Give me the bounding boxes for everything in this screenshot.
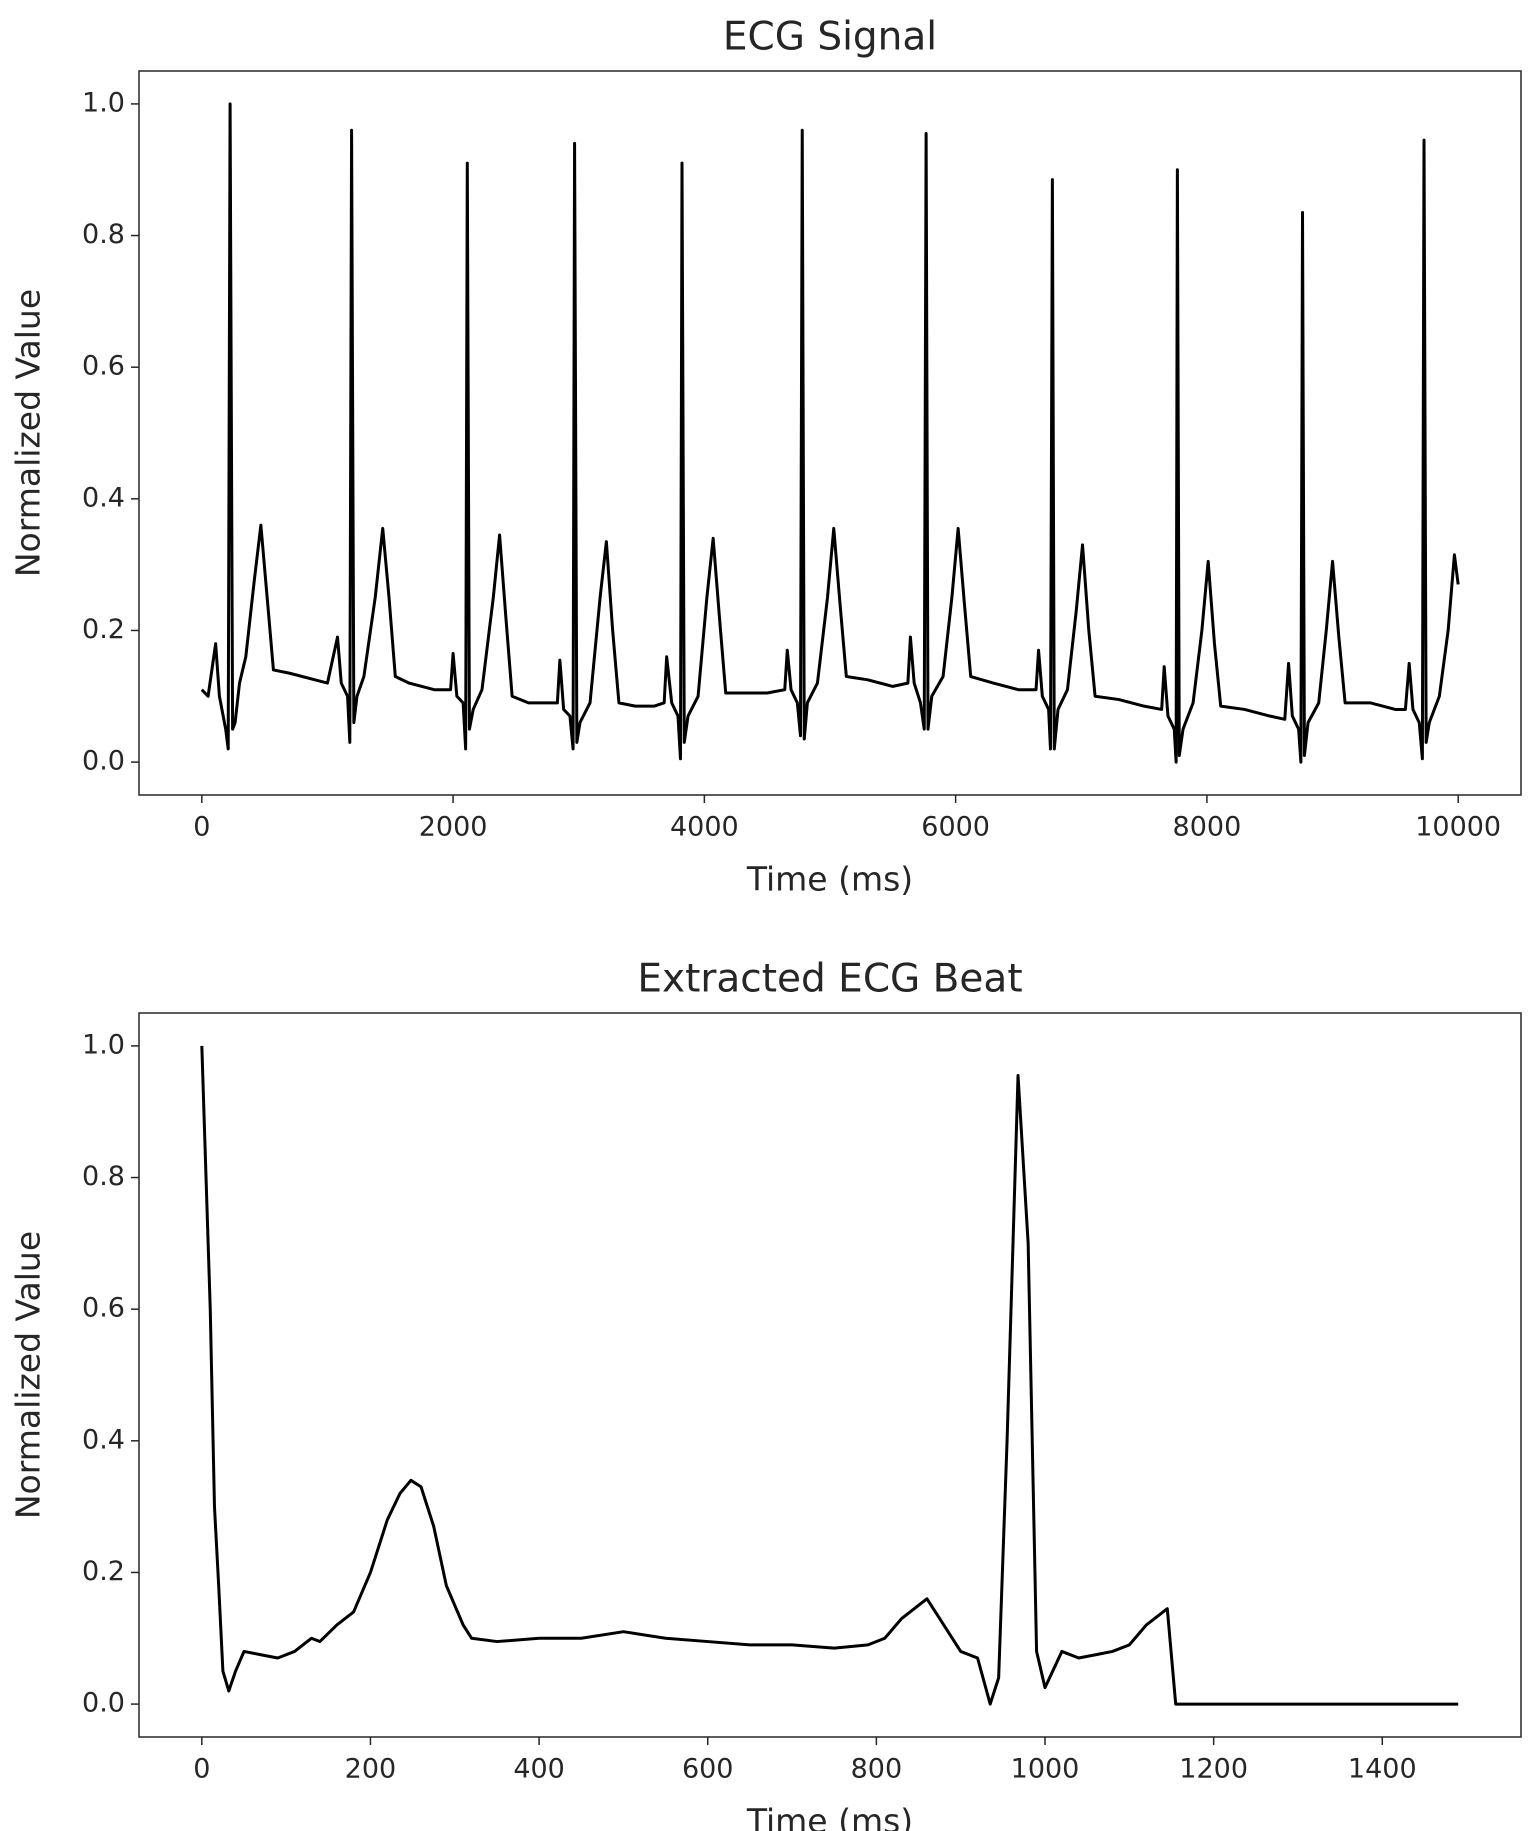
y-tick-label: 0.8 [82,1161,125,1192]
x-axis-label: Time (ms) [746,1802,913,1831]
x-tick-label: 0 [193,1754,210,1785]
x-tick-label: 800 [851,1754,903,1785]
y-tick-label: 0.6 [82,1293,125,1324]
chart-title: ECG Signal [723,15,937,60]
y-tick-label: 1.0 [82,87,125,118]
x-tick-label: 1000 [1011,1754,1080,1785]
x-tick-label: 2000 [419,812,488,843]
y-tick-label: 0.2 [82,1556,125,1587]
x-axis-label: Time (ms) [746,860,913,899]
y-tick-label: 0.2 [82,614,125,645]
y-tick-label: 0.6 [82,351,125,382]
x-tick-label: 200 [345,1754,397,1785]
x-tick-label: 1200 [1179,1754,1248,1785]
plot-frame [138,1012,1522,1738]
y-tick-label: 0.4 [82,1424,125,1455]
signal-line [200,102,1460,764]
x-tick-label: 8000 [1173,812,1242,843]
x-tick-label: 0 [193,812,210,843]
x-tick-label: 1400 [1348,1754,1417,1785]
x-tick-label: 4000 [670,812,739,843]
y-tick-label: 0.8 [82,219,125,250]
x-tick-label: 400 [513,1754,565,1785]
y-axis-label: Normalized Value [9,1231,48,1519]
chart-title: Extracted ECG Beat [637,957,1022,1002]
y-tick-label: 1.0 [82,1029,125,1060]
y-tick-label: 0.0 [82,746,125,777]
signal-line [200,1045,1459,1706]
y-tick-label: 0.4 [82,482,125,513]
y-tick-label: 0.0 [82,1688,125,1719]
y-axis-label: Normalized Value [9,289,48,577]
x-tick-label: 6000 [921,812,990,843]
plot-frame [138,70,1522,796]
x-tick-label: 600 [682,1754,734,1785]
x-tick-label: 10000 [1415,812,1501,843]
